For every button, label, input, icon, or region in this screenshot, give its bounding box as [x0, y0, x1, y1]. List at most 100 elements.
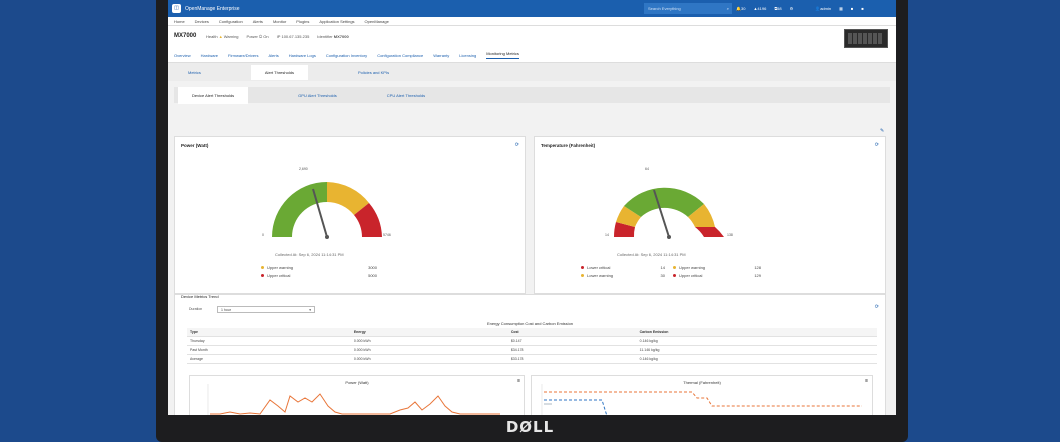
duration-value: 1 hour: [221, 308, 231, 312]
header-type: Type: [187, 328, 351, 337]
energy-table-title: Energy Consumption Cost and Carbon Emiss…: [486, 321, 574, 326]
refresh-icon[interactable]: ⟳: [874, 304, 879, 310]
legend-dot-yellow: [581, 274, 584, 278]
menu-devices[interactable]: Devices: [194, 18, 209, 24]
cell: Past Month: [187, 345, 351, 355]
tab-gpu-thresholds[interactable]: GPU Alert Thresholds: [298, 92, 337, 98]
menu-icon[interactable]: ≡: [865, 378, 868, 384]
legend-label: Upper warning: [267, 265, 294, 270]
tab-licensing[interactable]: Licensing: [459, 52, 477, 58]
power-gauge: [272, 182, 382, 239]
duration-select[interactable]: 1 hour ▾: [217, 306, 315, 313]
temp-scale-max: 138: [727, 233, 733, 237]
legend-value: 14: [660, 265, 665, 270]
temp-gauge-red-low: [613, 222, 635, 237]
edit-icon[interactable]: ✎: [880, 128, 885, 134]
refresh-icon[interactable]: ⟳: [514, 142, 519, 148]
brand: ◫ OpenManage Enterprise: [172, 4, 239, 13]
power-gauge-red: [354, 203, 382, 237]
identifier-value: MX7000: [333, 34, 349, 39]
metrics-trend-panel: Device Metrics Trend ⟳ Duration 1 hour ▾…: [174, 294, 886, 415]
temp-legend-upper-warning: Upper warning 128: [673, 265, 761, 270]
header-cost: Cost: [507, 328, 637, 337]
tab-hardware-logs[interactable]: Hardware Logs: [288, 52, 316, 58]
subtab-metrics[interactable]: Metrics: [188, 69, 201, 75]
table-header-row: Type Energy Cost Carbon Emission: [187, 328, 877, 337]
tab-hardware[interactable]: Hardware: [200, 52, 219, 58]
temp-gauge-red-high: [695, 227, 724, 237]
temp-gauge-hub: [667, 235, 671, 239]
cell: Thursday: [187, 336, 351, 346]
search-placeholder: Search Everything: [648, 6, 681, 11]
power-value: On: [263, 34, 269, 39]
identifier-meta: Identifier MX7000: [317, 34, 348, 39]
menu-icon[interactable]: ≡: [517, 378, 520, 384]
power-trend-line: [210, 393, 500, 415]
tab-cpu-thresholds[interactable]: CPU Alert Thresholds: [386, 92, 426, 98]
legend-value: 3000: [368, 265, 377, 270]
cell: 0.146 kg/kg: [636, 354, 877, 364]
tab-configuration-compliance[interactable]: Configuration Compliance: [377, 52, 424, 58]
subtab-alert-thresholds[interactable]: Alert Thresholds: [250, 64, 308, 80]
threshold-tabs: Device Alert Thresholds GPU Alert Thresh…: [174, 86, 890, 104]
menu-monitor[interactable]: Monitor: [272, 18, 287, 24]
tab-warranty[interactable]: Warranty: [433, 52, 450, 58]
health-label: Health: [206, 34, 218, 39]
power-meta: Power ⏻ On: [247, 34, 269, 39]
cell: $34.178: [507, 345, 637, 355]
ip-meta: IP 100.67.135.235: [277, 34, 310, 39]
tab-firmware[interactable]: Firmware/Drivers: [228, 52, 259, 58]
legend-dot-yellow: [673, 266, 676, 270]
tab-device-thresholds[interactable]: Device Alert Thresholds: [178, 86, 249, 104]
power-collected-at: Collected At: Sep 6, 2024 11:14:31 PM: [275, 252, 344, 257]
temp-gauge-green: [624, 187, 704, 217]
menu-home[interactable]: Home: [174, 18, 185, 24]
menu-openmanage[interactable]: OpenManage: [364, 18, 389, 24]
cell: $33.178: [507, 354, 637, 364]
power-trend-svg: [207, 384, 500, 415]
cell: 0.000 kWh: [350, 336, 508, 346]
bell-count: 30: [740, 6, 746, 11]
ip-value: 100.67.135.235: [281, 34, 310, 39]
subtab-policies[interactable]: Policies and KPIs: [357, 69, 390, 75]
tab-alerts[interactable]: Alerts: [268, 52, 279, 58]
device-header: MX7000 Health ▲ Warning Power ⏻ On IP 10…: [168, 26, 896, 48]
temp-gauge-needle: [653, 189, 670, 238]
cell: 11.146 kg/kg: [636, 345, 877, 355]
thermal-trend-svg: [541, 384, 862, 415]
job-icon[interactable]: ⧉58: [774, 6, 782, 11]
temperature-panel: Temperature (Fahrenheit) ⟳ 14 138 64 Col…: [534, 136, 886, 294]
tab-monitoring-metrics[interactable]: Monitoring Metrics: [486, 51, 519, 59]
settings-icon[interactable]: ■: [850, 6, 854, 11]
search-icon[interactable]: ⌕: [726, 6, 729, 11]
cell: Average: [187, 354, 351, 364]
metrics-panel-title: Device Metrics Trend: [181, 294, 219, 299]
refresh-icon[interactable]: ⟳: [874, 142, 879, 148]
tab-overview[interactable]: Overview: [174, 52, 191, 58]
legend-dot-red: [673, 274, 676, 278]
table-row: Thursday 0.000 kWh $0.147 0.146 kg/kg: [187, 336, 877, 346]
temp-legend-upper-critical: Upper critical 129: [673, 273, 761, 278]
table-row: Average 0.000 kWh $33.178 0.146 kg/kg: [187, 354, 877, 364]
alert-icon[interactable]: ▲4196: [753, 6, 767, 11]
grid-icon[interactable]: ▦: [839, 6, 843, 11]
menu-application-settings[interactable]: Application Settings: [319, 18, 355, 24]
device-image: [844, 29, 888, 48]
warning-icon: ▲: [218, 34, 223, 39]
bell-icon[interactable]: 🔔30: [736, 6, 746, 11]
global-search-input[interactable]: Search Everything ⌕: [644, 3, 732, 14]
temp-scale-mid: 64: [645, 167, 649, 171]
power-chart-title: Power (Watt): [345, 380, 369, 385]
gear-icon[interactable]: ⚙: [789, 6, 794, 11]
user-icon[interactable]: 👤admin: [815, 6, 832, 11]
menu-alerts[interactable]: Alerts: [252, 18, 263, 24]
menu-configuration[interactable]: Configuration: [218, 18, 243, 24]
legend-label: Upper warning: [679, 265, 706, 270]
power-icon: ⏻: [259, 34, 263, 39]
menu-plugins[interactable]: Plugins: [296, 18, 310, 24]
app-screen: ◫ OpenManage Enterprise Search Everythin…: [168, 0, 896, 415]
help-icon[interactable]: ■: [861, 6, 864, 11]
tab-configuration-inventory[interactable]: Configuration Inventory: [325, 52, 368, 58]
duration-label: Duration: [189, 307, 203, 311]
legend-value: 30: [660, 273, 665, 278]
